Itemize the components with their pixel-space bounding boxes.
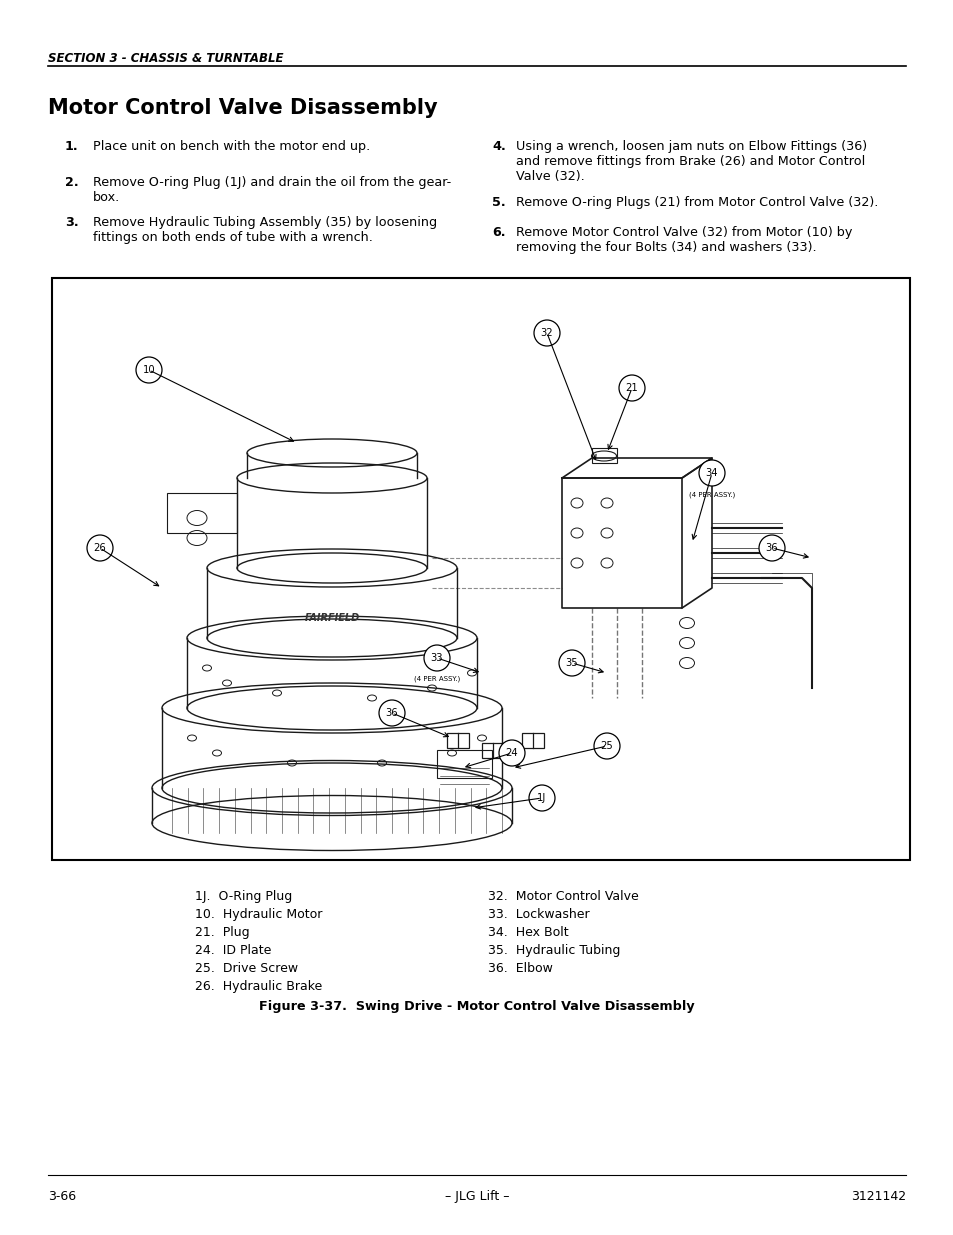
Text: 32: 32	[540, 329, 553, 338]
Circle shape	[558, 650, 584, 676]
Text: FAIRFIELD: FAIRFIELD	[304, 613, 359, 622]
Text: Place unit on bench with the motor end up.: Place unit on bench with the motor end u…	[92, 140, 370, 153]
Text: 1.: 1.	[65, 140, 78, 153]
Text: (4 PER ASSY.): (4 PER ASSY.)	[414, 676, 459, 682]
Text: 21: 21	[625, 383, 638, 393]
Text: Figure 3-37.  Swing Drive - Motor Control Valve Disassembly: Figure 3-37. Swing Drive - Motor Control…	[259, 1000, 694, 1013]
Text: Remove O-ring Plug (1J) and drain the oil from the gear-
box.: Remove O-ring Plug (1J) and drain the oi…	[92, 177, 451, 204]
Text: 34.  Hex Bolt: 34. Hex Bolt	[488, 926, 568, 939]
Text: 2.: 2.	[65, 177, 78, 189]
Bar	[521, 734, 543, 748]
Text: 33: 33	[431, 653, 443, 663]
Bar	[436, 750, 492, 778]
Circle shape	[87, 535, 112, 561]
Text: 5.: 5.	[492, 196, 505, 209]
Bar	[52, 278, 909, 860]
Text: 36: 36	[385, 708, 398, 718]
Text: Remove O-ring Plugs (21) from Motor Control Valve (32).: Remove O-ring Plugs (21) from Motor Cont…	[516, 196, 878, 209]
Circle shape	[498, 740, 524, 766]
Text: Remove Motor Control Valve (32) from Motor (10) by
removing the four Bolts (34) : Remove Motor Control Valve (32) from Mot…	[516, 226, 851, 254]
Circle shape	[423, 645, 450, 671]
Bar	[592, 448, 617, 463]
Text: 35: 35	[565, 658, 578, 668]
Text: 24.  ID Plate: 24. ID Plate	[194, 944, 271, 957]
Circle shape	[618, 375, 644, 401]
Text: Using a wrench, loosen jam nuts on Elbow Fittings (36)
and remove fittings from : Using a wrench, loosen jam nuts on Elbow…	[516, 140, 866, 183]
Circle shape	[759, 535, 784, 561]
Text: 36: 36	[765, 543, 778, 553]
Text: 6.: 6.	[492, 226, 505, 240]
Text: 35.  Hydraulic Tubing: 35. Hydraulic Tubing	[488, 944, 619, 957]
Text: 10: 10	[143, 366, 155, 375]
Text: Motor Control Valve Disassembly: Motor Control Valve Disassembly	[48, 98, 437, 119]
Text: 33.  Lockwasher: 33. Lockwasher	[488, 908, 589, 921]
Circle shape	[534, 320, 559, 346]
Circle shape	[378, 700, 405, 726]
Text: SECTION 3 - CHASSIS & TURNTABLE: SECTION 3 - CHASSIS & TURNTABLE	[48, 52, 283, 65]
Circle shape	[699, 459, 724, 487]
Text: 25.  Drive Screw: 25. Drive Screw	[194, 962, 297, 974]
Text: 36.  Elbow: 36. Elbow	[488, 962, 553, 974]
Bar	[167, 493, 236, 534]
Text: 26: 26	[93, 543, 107, 553]
Circle shape	[136, 357, 162, 383]
Text: – JLG Lift –: – JLG Lift –	[444, 1191, 509, 1203]
Bar	[447, 734, 469, 748]
Bar	[481, 743, 503, 758]
Text: 21.  Plug: 21. Plug	[194, 926, 250, 939]
Circle shape	[594, 734, 619, 760]
Circle shape	[529, 785, 555, 811]
Text: (4 PER ASSY.): (4 PER ASSY.)	[688, 492, 735, 498]
Text: 26.  Hydraulic Brake: 26. Hydraulic Brake	[194, 981, 322, 993]
Text: 3121142: 3121142	[850, 1191, 905, 1203]
Text: Remove Hydraulic Tubing Assembly (35) by loosening
fittings on both ends of tube: Remove Hydraulic Tubing Assembly (35) by…	[92, 216, 436, 245]
Text: 25: 25	[600, 741, 613, 751]
Text: 32.  Motor Control Valve: 32. Motor Control Valve	[488, 890, 639, 903]
Text: 3-66: 3-66	[48, 1191, 76, 1203]
Text: 34: 34	[705, 468, 718, 478]
Text: 3.: 3.	[65, 216, 78, 228]
Text: 4.: 4.	[492, 140, 505, 153]
Text: 1J.  O-Ring Plug: 1J. O-Ring Plug	[194, 890, 292, 903]
Text: 1J: 1J	[537, 793, 546, 803]
Text: 10.  Hydraulic Motor: 10. Hydraulic Motor	[194, 908, 322, 921]
Text: 24: 24	[505, 748, 517, 758]
